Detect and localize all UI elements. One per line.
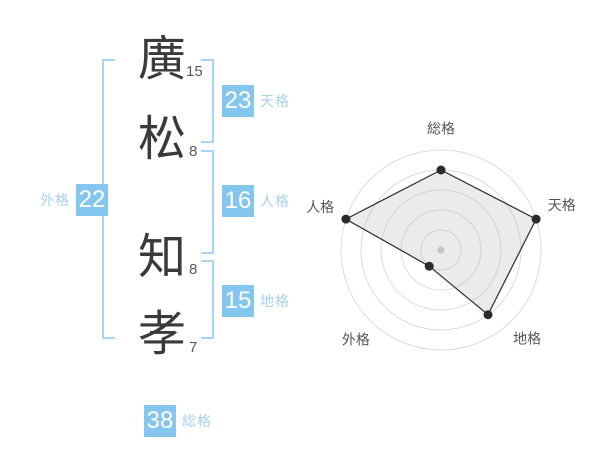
tenkaku-badge: 23 <box>222 85 254 117</box>
radar-grid-ring <box>380 189 502 311</box>
gaikaku-badge: 22 <box>76 184 108 216</box>
radar-grid-ring <box>340 149 542 351</box>
chikaku-bracket <box>201 260 214 339</box>
radar-axis-label: 地格 <box>513 331 541 347</box>
name-char-3: 知 <box>137 231 186 284</box>
tenkaku-label: 天格 <box>260 93 290 109</box>
jinkaku-label: 人格 <box>260 193 290 209</box>
radar-data-point <box>424 261 434 271</box>
radar-center-dot <box>437 246 445 254</box>
soukaku-badge: 38 <box>144 405 176 437</box>
gaikaku-row: 外格 22 <box>40 184 108 216</box>
chikaku-row: 15 地格 <box>222 285 290 317</box>
radar-grid-ring <box>420 229 462 271</box>
chikaku-label: 地格 <box>260 293 290 309</box>
tenkaku-bracket <box>201 59 214 143</box>
stroke-count-2: 8 <box>189 143 198 160</box>
jinkaku-row: 16 人格 <box>222 185 290 217</box>
radar-axis-label: 総格 <box>427 121 455 137</box>
chikaku-badge: 15 <box>222 285 254 317</box>
jinkaku-badge: 16 <box>222 185 254 217</box>
gaikaku-label: 外格 <box>40 192 70 208</box>
tenkaku-row: 23 天格 <box>222 85 290 117</box>
name-char-1: 廣 <box>137 33 186 86</box>
soukaku-label: 総格 <box>182 413 212 429</box>
radar-data-point <box>341 214 351 224</box>
radar-axis-label: 天格 <box>548 197 576 213</box>
radar-data-point <box>483 310 493 320</box>
jinkaku-bracket <box>201 150 214 254</box>
radar-data-polygon <box>344 169 537 316</box>
stroke-count-1: 15 <box>186 63 203 80</box>
name-char-2: 松 <box>137 113 186 166</box>
radar-data-point <box>436 165 446 175</box>
name-char-4: 孝 <box>137 308 186 361</box>
radar-axis-label: 人格 <box>306 199 334 215</box>
soukaku-row: 38 総格 <box>144 405 212 437</box>
stroke-count-4: 7 <box>189 339 198 356</box>
radar-axis-label: 外格 <box>342 332 370 348</box>
stroke-count-3: 8 <box>189 261 198 278</box>
radar-data-point <box>531 214 541 224</box>
